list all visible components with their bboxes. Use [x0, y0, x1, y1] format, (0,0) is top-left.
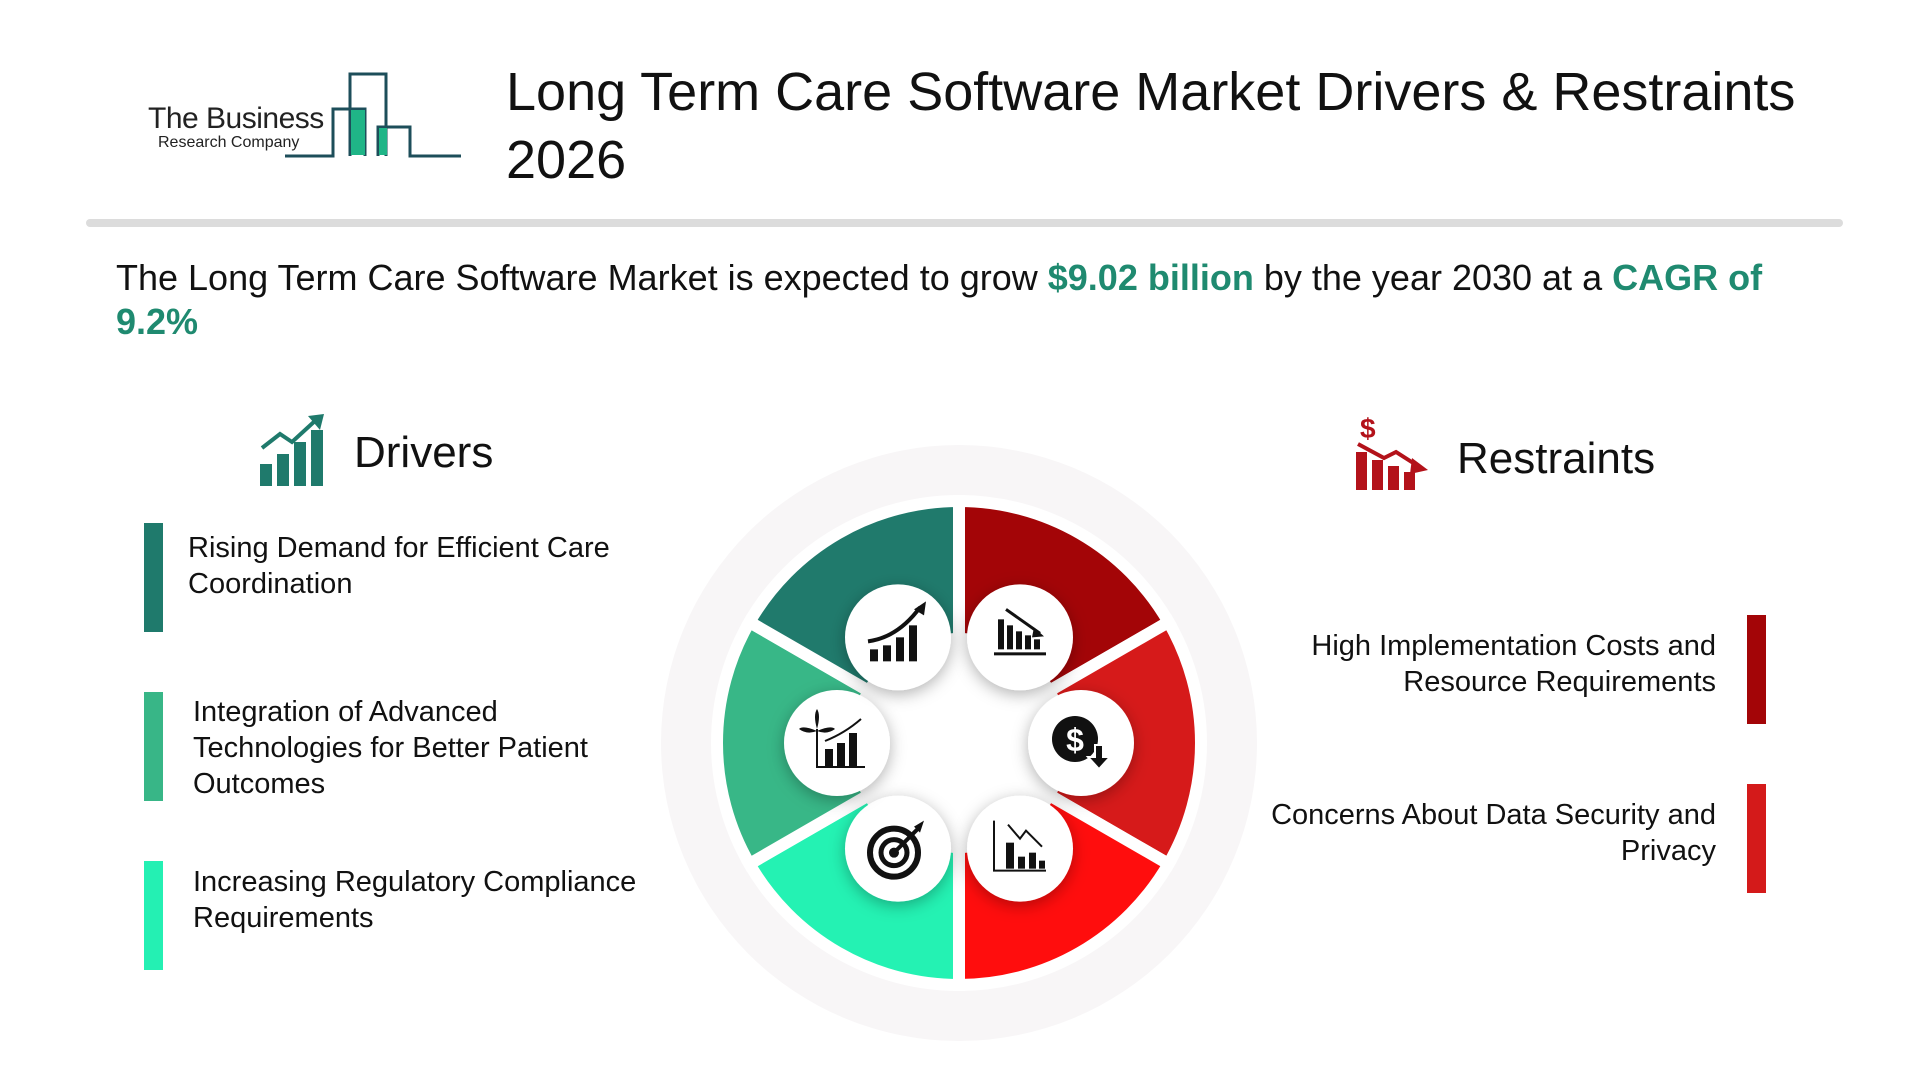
declining-bar-chart-icon [967, 584, 1073, 691]
driver-color-bar [144, 523, 163, 632]
company-logo: The Business Research Company [148, 62, 468, 162]
summary-middle: by the year 2030 at a [1253, 257, 1613, 298]
restraint-text: High Implementation Costs and Resource R… [1311, 630, 1716, 698]
logo-line-1: The Business [148, 102, 324, 135]
driver-color-bar [144, 861, 163, 970]
driver-text: Increasing Regulatory Compliance Require… [193, 866, 637, 934]
driver-text: Rising Demand for Efficient Care Coordin… [188, 532, 610, 600]
market-summary: The Long Term Care Software Market is ex… [116, 256, 1816, 344]
dollar-down-icon: $ [1028, 690, 1134, 796]
market-value: $9.02 billion [1047, 257, 1254, 298]
summary-prefix: The Long Term Care Software Market is ex… [116, 257, 1048, 298]
divider [86, 219, 1843, 227]
page-title: Long Term Care Software Market Drivers &… [506, 62, 1796, 190]
restraint-color-bar [1747, 784, 1766, 893]
driver-color-bar [144, 692, 163, 801]
logo-buildings-icon [285, 72, 461, 158]
rising-chart-icon [845, 584, 951, 691]
drivers-restraints-wheel: $ [661, 445, 1257, 1041]
target-icon [845, 795, 951, 902]
restraints-heading: Restraints [1457, 434, 1656, 483]
growth-chart-icon [260, 414, 324, 486]
declining-revenue-icon: $ [1356, 414, 1428, 490]
restraint-text: Concerns About Data Security and Privacy [1271, 799, 1716, 867]
falling-chart-icon [967, 795, 1073, 902]
restraint-color-bar [1747, 615, 1766, 724]
driver-text: Integration of Advanced Technologies for… [193, 696, 588, 800]
cagr-value: CAGR of 9.2% [116, 257, 1763, 342]
svg-text:$: $ [1066, 722, 1084, 758]
logo-line-2: Research Company [158, 134, 300, 151]
drivers-heading: Drivers [354, 428, 494, 477]
plant-growth-chart-icon [784, 690, 890, 796]
svg-text:$: $ [1360, 414, 1376, 444]
